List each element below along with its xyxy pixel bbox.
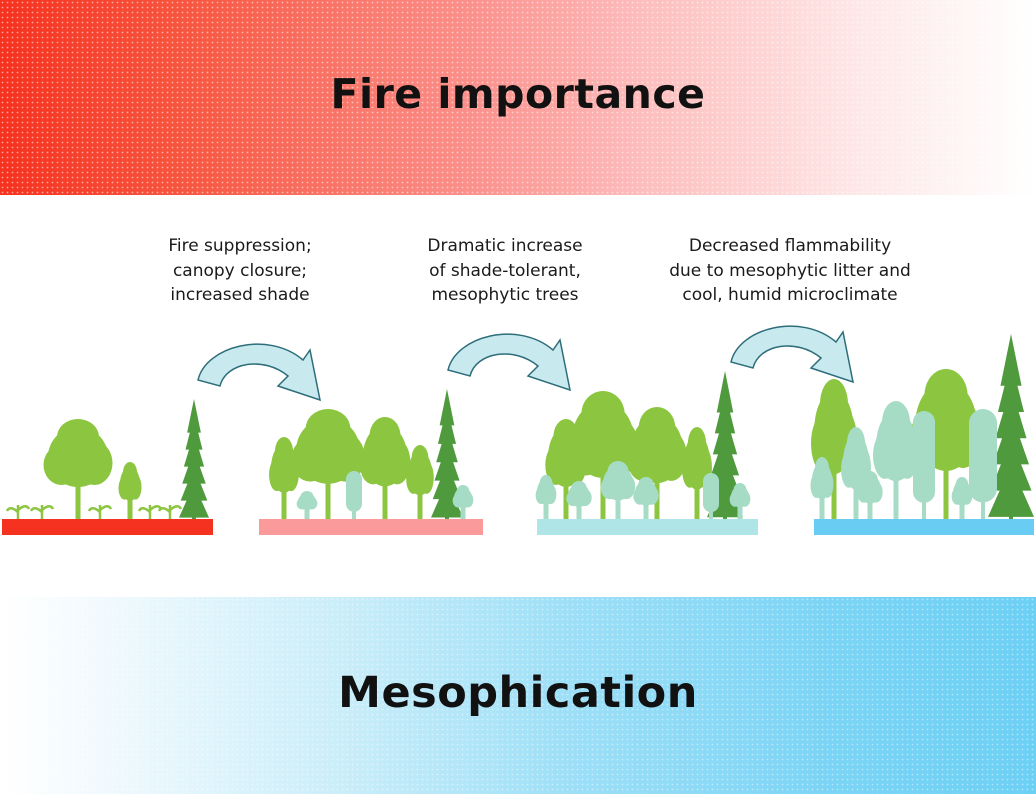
conifer-tree [988, 334, 1034, 519]
succession-arrow-2 [447, 333, 571, 391]
caption-line: canopy closure; [172, 260, 308, 281]
seedling [5, 505, 31, 519]
oak-tree [682, 427, 712, 519]
mesophication-title: Mesophication [338, 668, 698, 718]
mesophytic-tree [452, 485, 474, 519]
fire-importance-band [0, 0, 1036, 195]
ground-stage-3 [537, 519, 758, 535]
oak-tree [43, 419, 113, 519]
conifer-tree [431, 389, 463, 519]
seedling [157, 505, 183, 519]
mesophytic-tree [841, 427, 871, 519]
mesophytic-tree [566, 481, 592, 519]
caption-line: Decreased flammability [688, 236, 892, 256]
oak-tree [406, 445, 434, 519]
mesophytic-tree [703, 473, 719, 519]
ground-stage-1 [2, 519, 213, 535]
seedling [137, 505, 163, 519]
oak-tree [269, 437, 299, 519]
seedling [87, 505, 113, 519]
conifer-tree [179, 399, 209, 519]
mesophytic-tree [969, 409, 997, 519]
ground-stage-4 [814, 519, 1034, 535]
caption-stage-2: Dramatic increase of shade-tolerant, mes… [385, 234, 625, 308]
mesophytic-tree [729, 483, 751, 519]
succession-arrow-1 [197, 343, 321, 401]
caption-line: cool, humid microclimate [682, 285, 898, 305]
caption-line: Dramatic increase [427, 236, 583, 256]
caption-stage-1: Fire suppression; canopy closure; increa… [120, 234, 360, 308]
oak-tree [627, 407, 687, 519]
mesophytic-tree [600, 461, 636, 519]
seedling [29, 505, 55, 519]
succession-arrow-3 [730, 325, 854, 383]
caption-line: of shade-tolerant, [429, 260, 581, 281]
mesophytic-tree [296, 491, 318, 519]
sapling-tree [118, 462, 142, 519]
caption-line: due to mesophytic litter and [669, 260, 911, 281]
mesophytic-tree [951, 477, 973, 519]
mesophytic-tree [913, 411, 935, 519]
caption-line: increased shade [170, 285, 310, 305]
mesophytic-tree [873, 401, 919, 519]
oak-tree [359, 417, 411, 519]
mesophytic-tree [535, 475, 557, 519]
fire-importance-title: Fire importance [330, 70, 706, 118]
mesophytic-tree [857, 471, 883, 519]
oak-tree [567, 391, 639, 519]
caption-stage-3: Decreased flammability due to mesophytic… [630, 234, 950, 308]
mesophytic-tree [633, 477, 659, 519]
ground-stage-2 [259, 519, 483, 535]
oak-tree [291, 409, 365, 519]
mesophytic-tree [810, 457, 834, 519]
mesophication-band [0, 597, 1036, 794]
mesophytic-tree [346, 471, 362, 519]
caption-line: Fire suppression; [168, 236, 312, 256]
forest-succession-scene [2, 325, 1034, 535]
caption-line: mesophytic trees [431, 285, 579, 305]
